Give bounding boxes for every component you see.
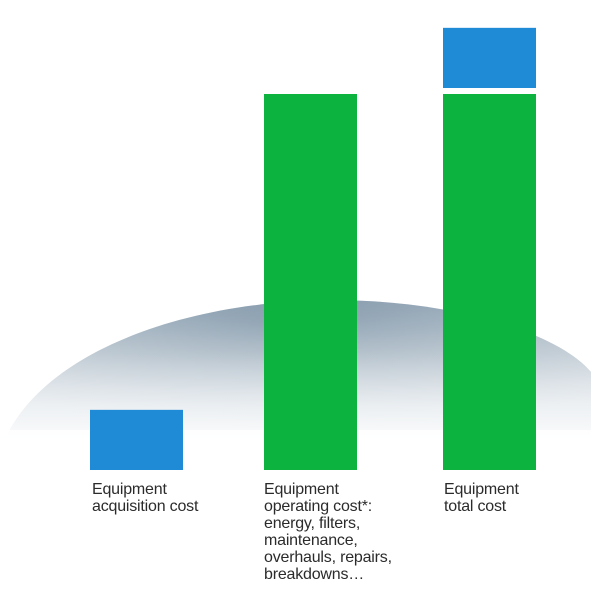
- category-label-1: Equipment operating cost*: energy, filte…: [264, 481, 392, 583]
- bars-layer: [90, 27, 536, 470]
- bar-2-operating: [443, 94, 536, 470]
- bar-1-operating: [264, 94, 357, 470]
- bar-0-acquisition: [90, 409, 183, 470]
- category-label-2: Equipment total cost: [444, 481, 519, 515]
- bar-2-acquisition: [443, 27, 536, 88]
- category-label-0: Equipment acquisition cost: [92, 481, 199, 515]
